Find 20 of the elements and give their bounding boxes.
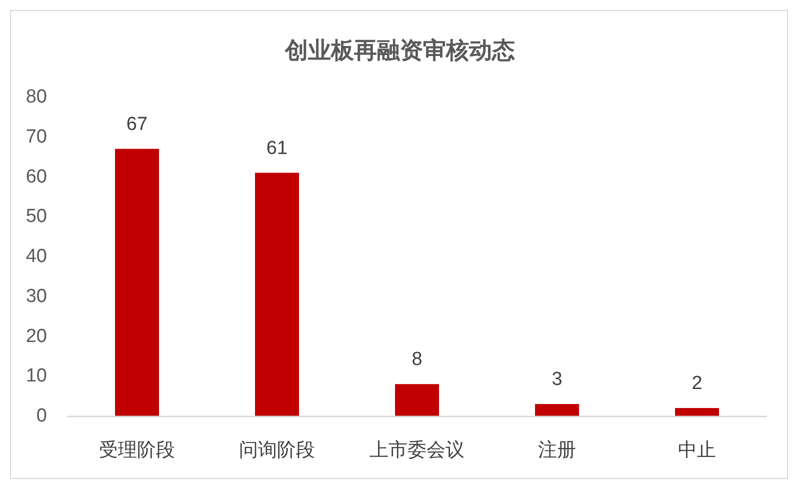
x-tick-label: 注册 [538,439,576,461]
x-tick-label: 上市委会议 [370,439,464,461]
y-tick-label: 30 [26,286,47,307]
y-tick-label: 10 [26,366,47,387]
y-tick-label: 80 [26,86,47,108]
data-label: 8 [412,349,422,370]
y-tick-label: 0 [36,406,47,426]
data-label: 3 [552,369,562,390]
y-tick-label: 40 [26,246,47,267]
chart-title: 创业板再融资审核动态 [284,37,515,63]
y-tick-label: 50 [26,206,47,228]
x-tick-label: 中止 [678,440,716,461]
y-tick-label: 70 [26,126,47,148]
x-tick-label: 受理阶段 [99,440,175,461]
data-label: 61 [266,138,288,159]
data-label: 2 [692,373,702,394]
y-tick-label: 20 [26,326,47,347]
data-label: 67 [126,114,148,135]
y-tick-label: 60 [26,166,47,188]
x-tick-label: 问询阶段 [239,440,315,461]
